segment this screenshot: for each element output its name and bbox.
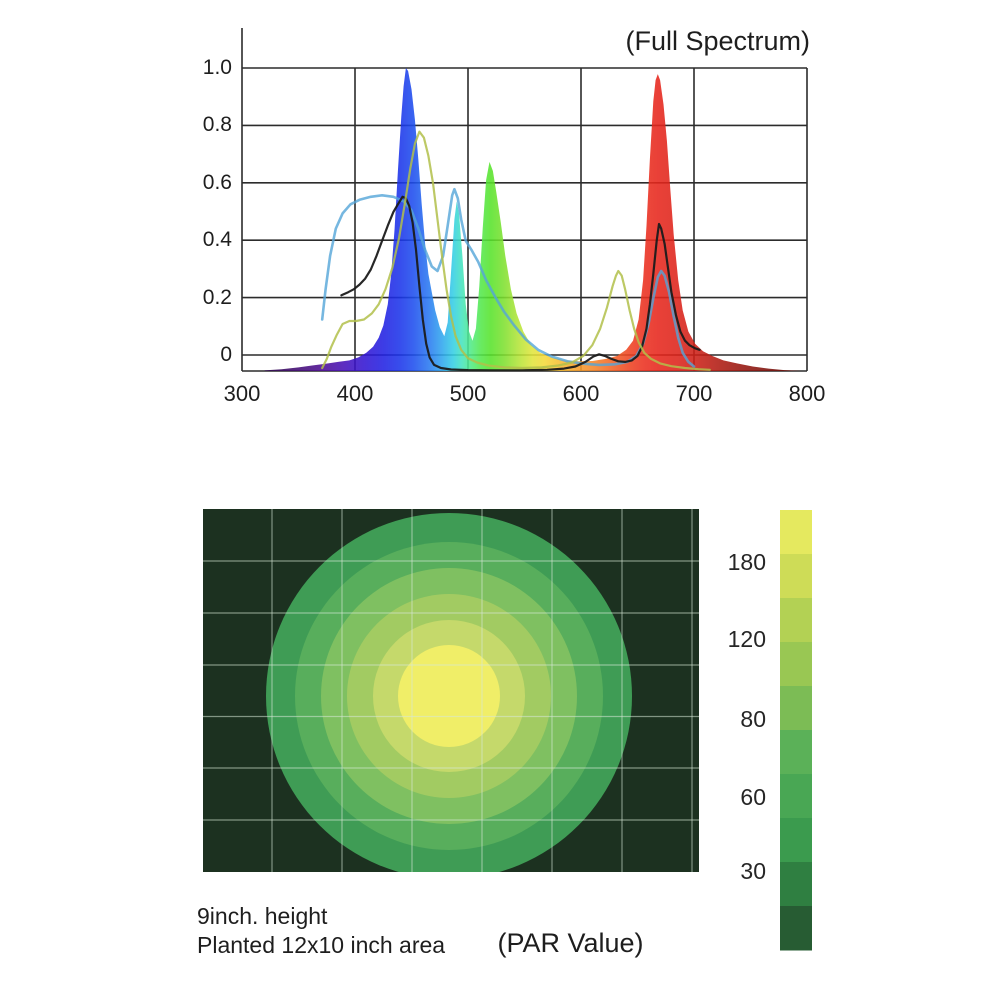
spectrum-x-tick-label: 500: [449, 381, 487, 406]
colorbar-step-8: [780, 862, 812, 907]
colorbar-step-1: [780, 554, 812, 599]
colorbar-step-0: [780, 510, 812, 555]
spectrum-y-tick-label: 0.6: [202, 170, 232, 194]
colorbar-step-3: [780, 642, 812, 687]
colorbar-step-5: [780, 730, 812, 775]
par-grid: [203, 509, 699, 872]
line-olive: [321, 130, 711, 371]
colorbar-step-2: [780, 598, 812, 643]
colorbar-tick-label: 80: [740, 706, 766, 732]
spectrum-x-tick-label: 600: [562, 381, 600, 406]
line-black: [340, 195, 701, 372]
spectrum-y-tick-label: 0.8: [202, 113, 232, 137]
spectrum-y-tick-label: 0: [220, 343, 232, 366]
par-ring-5: [398, 645, 500, 747]
spectrum-x-tick-label: 700: [675, 381, 713, 406]
par-caption-area: Planted 12x10 inch area: [197, 932, 446, 958]
colorbar-tick-label: 60: [740, 784, 766, 810]
par-colorbar: [780, 510, 812, 951]
spectrum-y-tick-label: 1.0: [202, 56, 232, 79]
colorbar-step-7: [780, 818, 812, 863]
par-rings: [266, 513, 632, 872]
colorbar-step-9: [780, 906, 812, 951]
spectrum-grid: [241, 28, 808, 372]
spectrum-fill: [264, 68, 802, 371]
par-chart-title: (PAR Value): [497, 928, 644, 958]
spectrum-y-tick-label: 0.4: [202, 228, 232, 252]
spectrum-x-tick-label: 800: [788, 381, 826, 406]
colorbar-tick-label: 120: [727, 626, 766, 652]
colorbar-tick-label: 30: [740, 858, 766, 884]
line-skyblue: [320, 187, 696, 368]
par-caption-height: 9inch. height: [197, 903, 328, 929]
spectrum-y-tick-label: 0.2: [202, 285, 232, 309]
spectrum-x-tick-label: 400: [336, 381, 374, 406]
spectrum-chart-title: (Full Spectrum): [625, 26, 810, 56]
colorbar-step-4: [780, 686, 812, 731]
spectrum-x-tick-label: 300: [223, 381, 261, 406]
colorbar-step-6: [780, 774, 812, 819]
colorbar-tick-label: 180: [727, 549, 766, 575]
